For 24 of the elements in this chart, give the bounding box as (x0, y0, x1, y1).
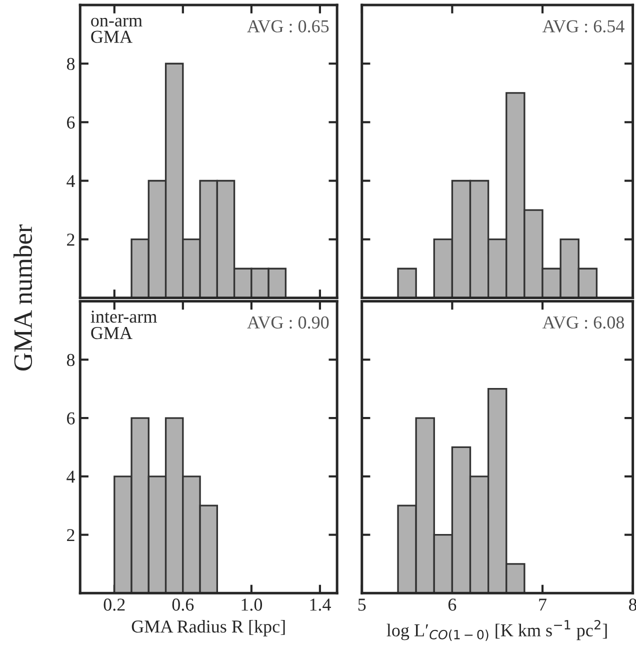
y-tick-label: 2 (67, 529, 74, 542)
y-tick-label: 4 (66, 470, 75, 483)
annotation: AVG : 0.65 (247, 20, 329, 32)
annotation: inter-arm GMA (90, 310, 157, 340)
y-tick-label: 6 (67, 412, 75, 424)
annotation: AVG : 0.90 (247, 316, 329, 329)
y-tick-label: 4 (66, 175, 75, 188)
annotation: AVG : 6.54 (542, 20, 624, 32)
y-tick-label: 6 (67, 116, 75, 129)
x-axis-title: GMA Radius R [kpc] (132, 620, 285, 636)
y-tick-label: 2 (67, 234, 74, 246)
x-axis-title: log L′$_{CO(1−0)}$ [K km s$^{−1}$ pc$^{2}$] (386, 620, 607, 641)
x-tick-label: 6 (448, 598, 456, 611)
y-axis-title: GMA number (13, 224, 32, 371)
y-tick-label: 8 (66, 58, 75, 70)
x-tick-label: 5 (358, 598, 366, 611)
x-tick-label: 0.2 (104, 598, 125, 611)
x-tick-label: 1.0 (242, 598, 262, 611)
annotation: AVG : 6.08 (542, 316, 624, 329)
x-tick-label: 0.6 (172, 598, 194, 611)
x-tick-label: 1.4 (310, 598, 331, 611)
annotation: on-arm GMA (91, 18, 142, 43)
y-tick-label: 8 (66, 354, 75, 366)
x-tick-label: 7 (539, 598, 547, 611)
